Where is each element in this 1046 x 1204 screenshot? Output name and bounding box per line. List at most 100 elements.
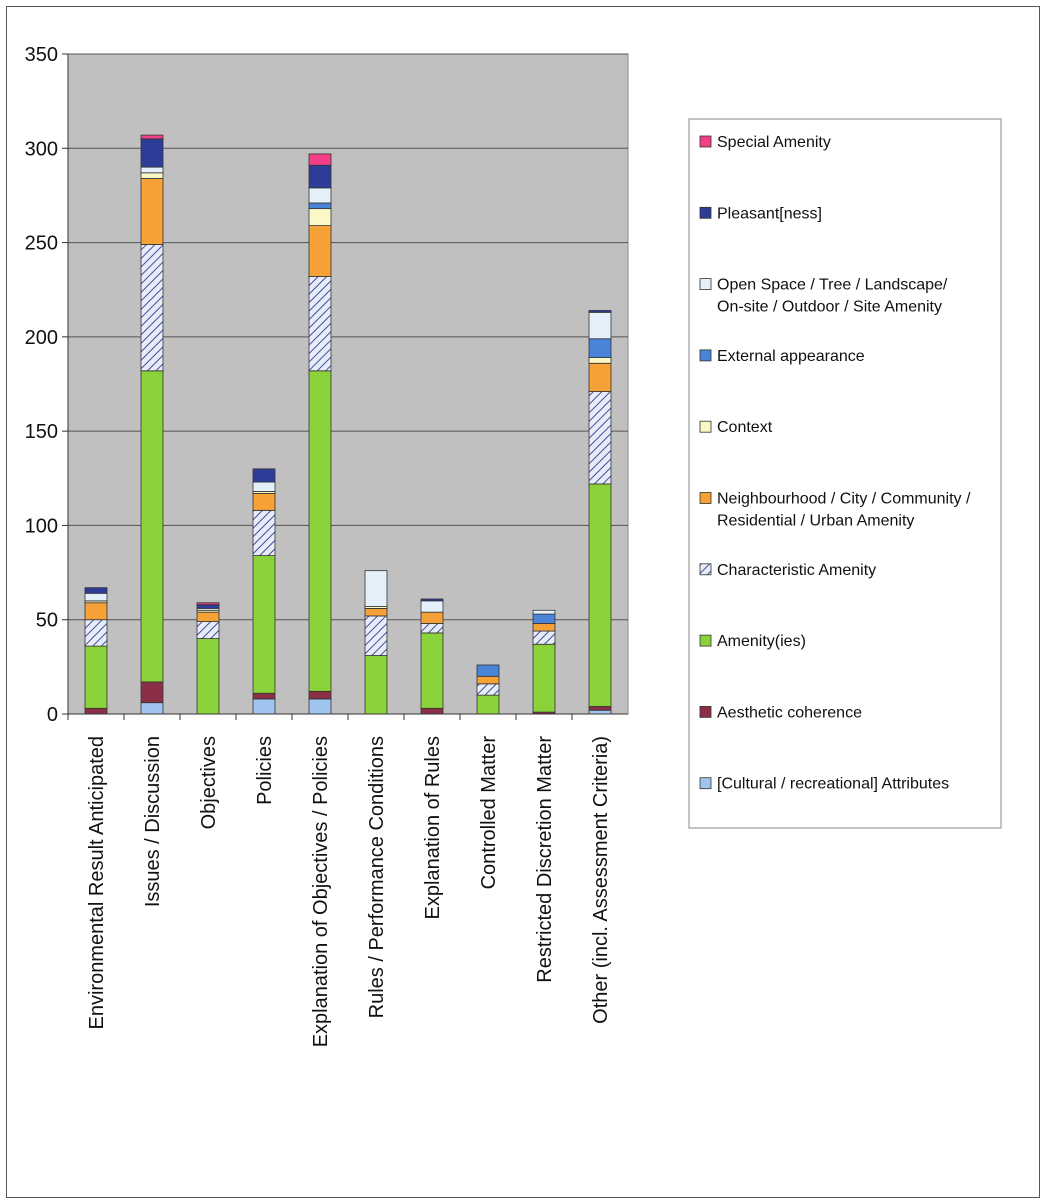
legend-item: Open Space / Tree / Landscape/On-site / … [699,277,948,316]
bar-segment [476,694,500,715]
legend-swatch [699,278,712,291]
legend-swatch [699,777,712,790]
bar-segment [308,225,332,277]
bar-segment [532,643,556,713]
bar-segment [196,621,220,639]
bar-segment [420,600,444,613]
bar-stack [420,598,444,715]
bar-segment [308,187,332,204]
bar-stack [196,602,220,715]
legend-item: Characteristic Amenity [699,562,876,579]
x-category-label: Explanation of Objectives / Policies [310,736,332,1047]
bars [84,134,612,715]
bar-segment [196,611,220,623]
bar-stack [84,587,108,715]
bar-segment [476,683,500,696]
bar-segment [532,609,556,615]
bar-stack [140,134,164,715]
y-tick-label: 0 [47,704,58,726]
bar-segment [588,391,612,485]
bar-segment [364,655,388,715]
bar-segment [84,707,108,715]
bar-segment [252,468,276,483]
legend-swatch [699,420,712,433]
bar-segment [84,592,108,602]
x-category-label: Environmental Result Anticipated [86,736,108,1030]
x-category-label: Rules / Performance Conditions [366,736,388,1018]
bar-segment [84,619,108,647]
bar-segment [588,362,612,392]
bar-segment [196,604,220,609]
legend-swatch [699,135,712,148]
legend-swatch [699,206,712,219]
bar-segment [252,692,276,700]
bar-segment [364,570,388,607]
legend-swatch [699,349,712,362]
x-axis: Environmental Result Anticipated Issues /… [67,713,628,1047]
bar-segment [308,370,332,692]
bar-segment [476,664,500,677]
bar-segment [140,370,164,683]
bar-segment [364,615,388,656]
legend-swatch [699,634,712,647]
legend-label: Characteristic Amenity [717,562,876,579]
legend-item: External appearance [699,348,865,365]
legend-label: [Cultural / recreational] Attributes [717,776,949,793]
bar-segment [420,611,444,624]
bar-segment [420,598,444,602]
bar-segment [532,623,556,632]
bar-segment [588,338,612,359]
legend-swatch [699,706,712,718]
legend-swatch [699,563,712,576]
x-category-label: Objectives [198,736,220,829]
bar-segment [588,709,612,715]
legend-item: Pleasant[ness] [699,205,822,222]
bar-segment [140,702,164,715]
bar-segment [308,153,332,166]
bar-segment [252,492,276,511]
bar-segment [84,645,108,709]
bar-segment [196,602,220,606]
legend-label: External appearance [717,348,865,365]
bar-segment [308,698,332,715]
bar-stack [308,153,332,715]
bar-segment [308,202,332,210]
legend-swatch [699,492,712,504]
bar-stack [364,570,388,715]
x-category-label: Policies [254,736,276,805]
bar-segment [308,690,332,700]
bar-segment [140,134,164,140]
legend-label: Special Amenity [717,134,831,151]
x-category-label: Controlled Matter [478,736,500,890]
legend-item: Aesthetic coherence [699,704,862,721]
y-tick-label: 50 [36,610,58,632]
bar-stack [588,310,612,715]
bar-segment [140,244,164,372]
bar-segment [476,675,500,685]
bar-segment [308,208,332,226]
x-category-label: Explanation of Rules [422,736,444,919]
legend-label: Pleasant[ness] [717,205,822,222]
bar-segment [252,509,276,557]
y-tick-label: 200 [25,327,58,349]
x-category-label: Other (incl. Assessment Criteria) [590,736,612,1024]
y-tick-label: 100 [25,515,58,537]
bar-segment [588,706,612,711]
legend-label: Aesthetic coherence [717,704,862,721]
legend-item: Amenity(ies) [699,633,806,650]
bar-segment [588,357,612,364]
bar-segment [588,310,612,313]
bar-segment [84,587,108,594]
bar-segment [420,623,444,634]
bar-stack [252,468,276,715]
bar-segment [532,630,556,645]
legend-label: Neighbourhood / City / Community / Reside… [717,491,971,530]
bar-stack [532,609,556,715]
y-tick-label: 350 [25,44,58,66]
bar-segment [140,138,164,168]
legend-label: Open Space / Tree / Landscape/On-site / … [717,277,948,316]
bar-segment [308,276,332,372]
bar-segment [140,166,164,174]
y-tick-label: 250 [25,233,58,255]
bar-segment [588,483,612,707]
